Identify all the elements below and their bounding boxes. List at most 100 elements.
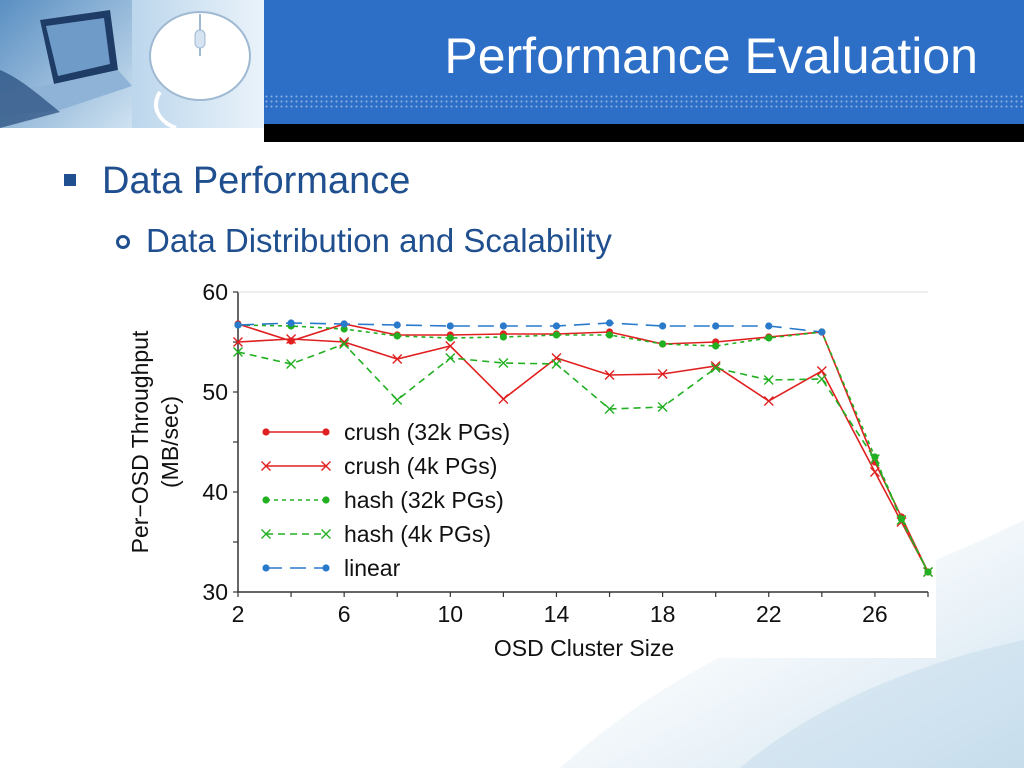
data-point [498, 394, 509, 404]
x-tick-label: 26 [862, 601, 888, 627]
data-point [869, 454, 880, 464]
x-tick-label: 18 [650, 601, 676, 627]
legend-label: crush (32k PGs) [344, 419, 510, 445]
throughput-chart: 30 40 50 60 2 6 10 14 18 22 26 crush (32k PGs) crus… [128, 272, 936, 658]
data-point [286, 334, 297, 344]
y-axis-title-line-2: (MB/sec) [157, 396, 183, 488]
data-point [499, 322, 507, 330]
data-point [392, 354, 403, 364]
data-point [446, 322, 454, 330]
data-point [392, 395, 403, 405]
data-point [286, 359, 297, 369]
data-point [551, 359, 562, 369]
data-point [445, 341, 456, 351]
data-point [604, 370, 615, 380]
mouse-photo [149, 11, 251, 128]
data-point [712, 322, 720, 330]
data-point [233, 337, 243, 347]
legend-marker [321, 461, 331, 471]
data-point [657, 369, 668, 379]
header-band [264, 0, 1024, 126]
legend-label: linear [344, 555, 401, 581]
legend-marker [261, 529, 271, 539]
data-point [659, 340, 667, 348]
data-point [340, 320, 348, 328]
y-tick-label: 40 [202, 479, 228, 505]
legend-marker [262, 496, 270, 504]
header-black-bar [264, 124, 1024, 142]
data-point [869, 467, 880, 477]
y-tick-label: 60 [202, 279, 228, 305]
data-point [659, 322, 667, 330]
data-point [499, 333, 507, 341]
x-tick-label: 6 [338, 601, 351, 627]
legend-marker [322, 496, 330, 504]
legend-label: crush (4k PGs) [344, 453, 497, 479]
y-tick-label: 30 [202, 579, 228, 605]
chart-legend: crush (32k PGs) crush (4k PGs) hash (32k P… [261, 419, 510, 581]
data-point [605, 319, 614, 327]
data-point [287, 319, 295, 327]
data-point [765, 322, 773, 330]
square-bullet-icon [64, 174, 76, 186]
x-tick-label: 2 [232, 601, 245, 627]
data-point [552, 322, 561, 330]
data-point [818, 328, 826, 336]
data-point [763, 396, 774, 406]
circle-bullet-icon [116, 235, 130, 249]
data-point [896, 515, 907, 525]
bullet-level-2: Data Distribution and Scalability [116, 220, 756, 262]
x-tick-label: 14 [544, 601, 570, 627]
legend-marker [262, 564, 270, 572]
data-point [445, 353, 456, 363]
series-1 [233, 334, 933, 577]
legend-marker [261, 461, 271, 471]
data-point [765, 334, 773, 342]
data-point [498, 358, 509, 368]
data-point [712, 342, 720, 350]
data-point [339, 339, 350, 349]
series-2 [234, 321, 932, 576]
slide-title: Performance Evaluation [444, 28, 978, 84]
series-0 [234, 320, 932, 576]
data-point [393, 332, 401, 340]
legend-marker [322, 428, 330, 436]
bullet-level-1-text: Data Performance [102, 160, 411, 202]
data-point [816, 374, 827, 384]
laptop-photo [0, 10, 132, 128]
series-line [237, 324, 929, 573]
x-axis-title: OSD Cluster Size [494, 635, 674, 658]
legend-marker [321, 529, 331, 539]
legend-label: hash (4k PGs) [344, 521, 491, 547]
legend-label: hash (32k PGs) [344, 487, 504, 513]
data-point [816, 366, 827, 376]
x-tick-label: 10 [438, 601, 464, 627]
legend-marker [322, 564, 330, 572]
data-point [605, 331, 614, 339]
series-line [237, 343, 929, 573]
data-point [446, 334, 454, 342]
data-point [339, 337, 350, 347]
series-4 [234, 319, 826, 336]
data-point [763, 375, 774, 385]
bullet-level-2-text: Data Distribution and Scalability [146, 222, 612, 259]
y-axis-title-line-1: Per−OSD Throughput [128, 330, 153, 553]
data-point [340, 325, 348, 333]
legend-marker [262, 428, 270, 436]
chart-series [233, 319, 933, 577]
data-point [393, 321, 401, 329]
data-point [233, 347, 243, 357]
data-point [604, 404, 615, 414]
x-tick-label: 22 [756, 601, 782, 627]
series-line [237, 322, 822, 333]
header-dot-pattern [264, 94, 1024, 108]
series-3 [233, 339, 933, 577]
slide-header: Performance Evaluation [0, 0, 1024, 142]
data-point [234, 321, 242, 329]
data-point [710, 363, 721, 373]
data-point [923, 567, 933, 577]
data-point [657, 402, 668, 412]
series-line [237, 323, 929, 573]
